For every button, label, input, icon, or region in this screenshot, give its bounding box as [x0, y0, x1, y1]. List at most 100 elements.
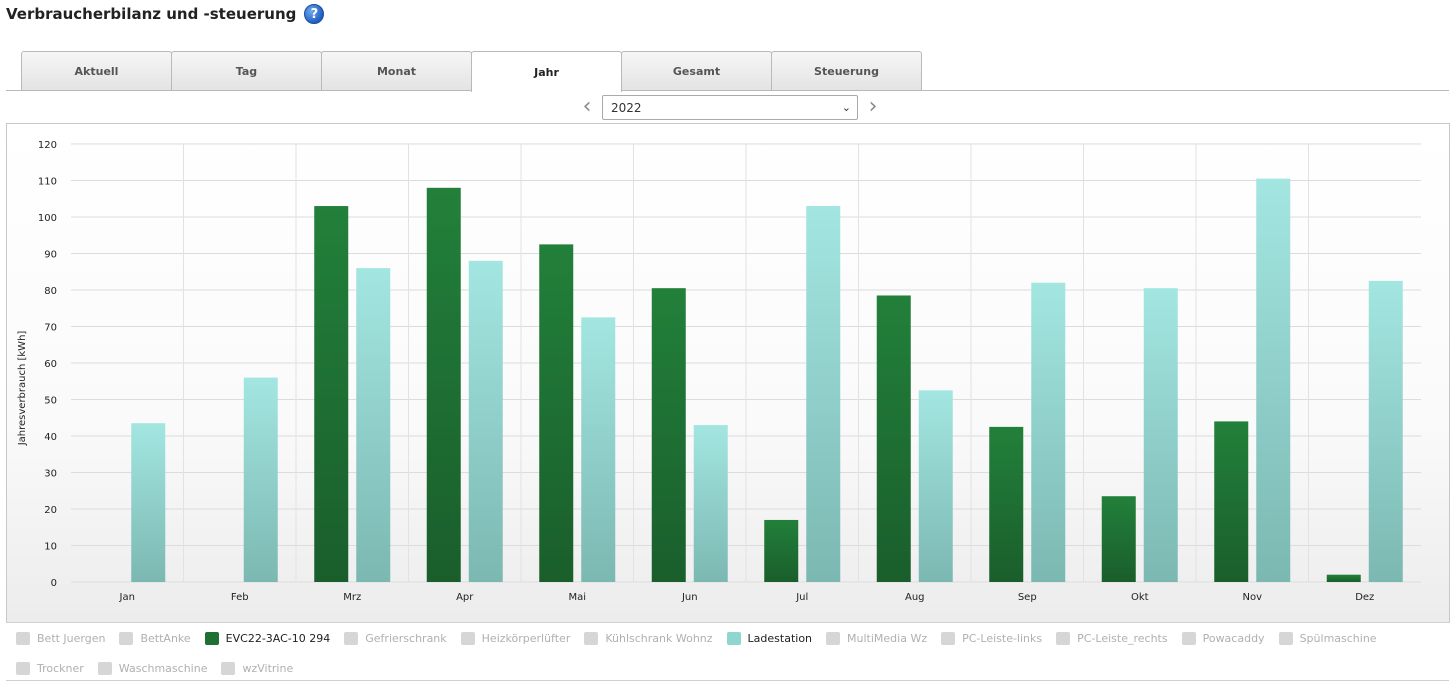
- legend-item[interactable]: wzVitrine: [221, 661, 293, 676]
- bar-evc22-3ac-10-294-apr[interactable]: [426, 187, 461, 583]
- y-tick-label: 110: [38, 177, 57, 188]
- x-tick-label: Okt: [1131, 592, 1149, 603]
- chevron-down-icon: ⌄: [841, 101, 851, 114]
- legend-swatch: [584, 632, 599, 645]
- tab-monat[interactable]: Monat: [321, 51, 472, 91]
- bar-evc22-3ac-10-294-mai[interactable]: [539, 244, 574, 582]
- legend-item[interactable]: PC-Leiste_rechts: [1056, 631, 1168, 646]
- tab-tag[interactable]: Tag: [171, 51, 322, 91]
- legend-item[interactable]: Spülmaschine: [1278, 631, 1377, 646]
- legend-swatch: [16, 632, 30, 645]
- chart-grid: [71, 143, 1421, 583]
- bar-evc22-3ac-10-294-dez[interactable]: [1326, 574, 1361, 582]
- bar-ladestation-mrz[interactable]: [356, 268, 391, 582]
- bar-evc22-3ac-10-294-aug[interactable]: [876, 295, 911, 582]
- legend-label: Ladestation: [747, 632, 813, 645]
- legend-item[interactable]: Bett Juergen: [16, 631, 105, 646]
- legend-swatch: [941, 632, 956, 645]
- chevron-left-icon[interactable]: ‹: [582, 93, 592, 119]
- legend-label: Gefrierschrank: [365, 632, 447, 645]
- year-select[interactable]: 2022 ⌄: [602, 95, 858, 120]
- y-tick-label: 0: [51, 578, 57, 589]
- legend-item[interactable]: EVC22-3AC-10 294: [204, 631, 331, 646]
- page-title: Verbraucherbilanz und -steuerung ?: [6, 4, 325, 24]
- bar-ladestation-feb[interactable]: [243, 377, 278, 582]
- y-tick-label: 20: [44, 505, 57, 516]
- tab-steuerung[interactable]: Steuerung: [771, 51, 922, 91]
- x-tick-label: Mrz: [343, 592, 361, 603]
- legend-label: BettAnke: [140, 632, 191, 645]
- legend-swatch: [119, 632, 134, 645]
- legend-label: MultiMedia Wz: [847, 632, 928, 645]
- page-title-text: Verbraucherbilanz und -steuerung: [6, 5, 297, 23]
- legend-label: Powacaddy: [1202, 632, 1265, 645]
- bar-evc22-3ac-10-294-okt[interactable]: [1101, 496, 1136, 582]
- tab-gesamt[interactable]: Gesamt: [621, 51, 772, 91]
- legend-label: wzVitrine: [242, 661, 294, 675]
- legend-item[interactable]: Ladestation: [726, 631, 813, 646]
- legend-swatch: [344, 632, 359, 645]
- legend-item[interactable]: Kühlschrank Wohnz: [584, 631, 713, 646]
- legend-item[interactable]: Gefrierschrank: [344, 631, 447, 646]
- legend-swatch: [97, 661, 112, 675]
- x-tick-label: Nov: [1242, 592, 1262, 603]
- bar-ladestation-nov[interactable]: [1256, 178, 1291, 583]
- y-tick-label: 40: [44, 432, 57, 443]
- legend-swatch: [1278, 632, 1293, 645]
- x-tick-label: Sep: [1018, 592, 1037, 603]
- bar-ladestation-sep[interactable]: [1031, 282, 1066, 582]
- x-tick-label: Jul: [795, 592, 808, 603]
- bar-ladestation-aug[interactable]: [918, 390, 953, 582]
- question-circle-icon[interactable]: ?: [304, 4, 325, 24]
- bar-ladestation-mai[interactable]: [581, 317, 616, 582]
- chevron-right-icon[interactable]: ›: [868, 93, 878, 119]
- tab-divider: [6, 90, 1449, 91]
- legend-divider: [6, 680, 1449, 681]
- chart-labels: 0 10 20 30 40 50 60 70 80 90 100 110 120 Jan Feb Mrz Apr…: [38, 140, 1374, 603]
- bar-evc22-3ac-10-294-mrz[interactable]: [314, 206, 349, 583]
- legend-swatch: [460, 632, 475, 645]
- x-tick-label: Jan: [119, 592, 135, 603]
- y-tick-label: 50: [44, 396, 57, 407]
- legend-label: EVC22-3AC-10 294: [225, 632, 331, 645]
- y-tick-label: 30: [44, 469, 57, 480]
- x-tick-label: Feb: [231, 592, 249, 603]
- tab-jahr[interactable]: Jahr: [471, 51, 622, 92]
- legend-label: Spülmaschine: [1299, 632, 1377, 645]
- bar-ladestation-jan[interactable]: [131, 423, 166, 582]
- legend-label: Bett Juergen: [37, 632, 106, 645]
- bar-evc22-3ac-10-294-sep[interactable]: [989, 426, 1024, 582]
- legend-item[interactable]: MultiMedia Wz: [826, 631, 927, 646]
- legend-item[interactable]: Heizkörperlüfter: [460, 631, 570, 646]
- y-tick-label: 60: [44, 359, 57, 370]
- year-navigation: ‹ 2022 ⌄ ›: [580, 95, 880, 120]
- legend-label: Trockner: [37, 661, 84, 675]
- bar-ladestation-apr[interactable]: [468, 260, 503, 582]
- legend-swatch: [1056, 632, 1071, 645]
- x-tick-label: Aug: [905, 592, 925, 603]
- bar-ladestation-dez[interactable]: [1368, 280, 1403, 582]
- chart-bars: [131, 178, 1403, 583]
- year-select-value: 2022: [611, 100, 642, 115]
- y-tick-label: 70: [44, 323, 57, 334]
- x-tick-label: Mai: [568, 592, 586, 603]
- chart-area: 0 10 20 30 40 50 60 70 80 90 100 110 120 Jan Feb Mrz Apr…: [6, 123, 1450, 623]
- legend-item[interactable]: BettAnke: [119, 631, 191, 646]
- y-tick-label: 120: [38, 140, 57, 151]
- legend-item[interactable]: Waschmaschine: [97, 661, 207, 676]
- bar-ladestation-jul[interactable]: [806, 206, 841, 583]
- y-tick-label: 100: [38, 213, 57, 224]
- y-tick-label: 90: [44, 250, 57, 261]
- legend-label: PC-Leiste_rechts: [1077, 632, 1168, 645]
- legend-item[interactable]: Powacaddy: [1181, 631, 1265, 646]
- bar-evc22-3ac-10-294-jun[interactable]: [651, 288, 686, 582]
- legend-item[interactable]: PC-Leiste-links: [941, 631, 1042, 646]
- x-tick-label: Dez: [1355, 592, 1374, 603]
- bar-ladestation-jun[interactable]: [693, 425, 728, 582]
- legend-swatch: [204, 632, 219, 645]
- bar-ladestation-okt[interactable]: [1143, 288, 1178, 582]
- bar-evc22-3ac-10-294-jul[interactable]: [764, 519, 799, 582]
- bar-evc22-3ac-10-294-nov[interactable]: [1214, 421, 1249, 582]
- legend-item[interactable]: Trockner: [16, 661, 84, 676]
- tab-aktuell[interactable]: Aktuell: [21, 51, 172, 91]
